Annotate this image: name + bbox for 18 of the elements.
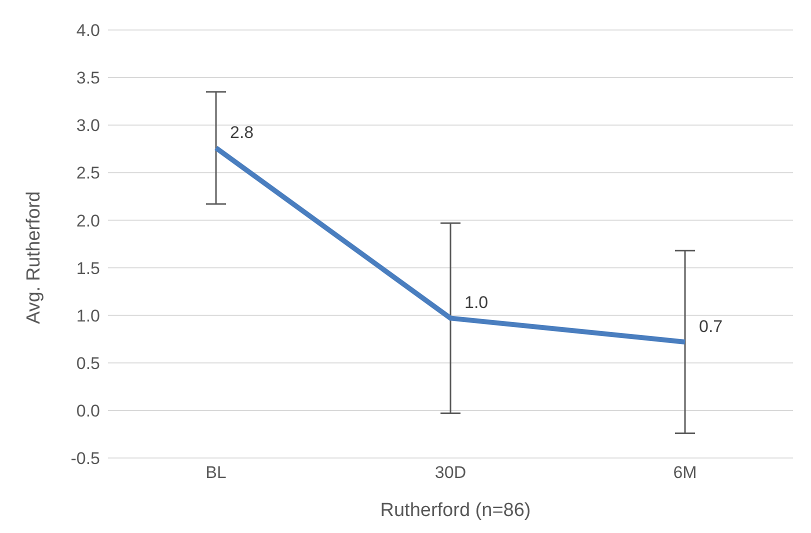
y-tick-label: 3.0: [76, 116, 100, 136]
x-tick-label: 30D: [434, 463, 466, 482]
data-label: 1.0: [464, 293, 488, 312]
x-tick-label: BL: [206, 463, 226, 482]
y-tick-label: 1.5: [76, 258, 100, 278]
y-tick-label: 1.0: [76, 306, 100, 326]
y-tick-label: -0.5: [70, 449, 100, 468]
y-tick-label: 3.5: [76, 68, 100, 88]
y-axis-title: Avg. Rutherford: [24, 191, 45, 324]
x-axis-title: Rutherford (n=86): [379, 500, 532, 522]
y-tick-label: 0.5: [76, 354, 100, 373]
x-tick-label: 6M: [673, 463, 697, 482]
data-label: 0.7: [699, 316, 723, 336]
data-label: 2.8: [230, 122, 254, 142]
y-tick-label: 0.0: [76, 401, 100, 420]
y-tick-label: 2.0: [76, 211, 100, 230]
y-tick-label: 2.5: [76, 164, 100, 183]
y-tick-label: 4.0: [76, 21, 100, 40]
